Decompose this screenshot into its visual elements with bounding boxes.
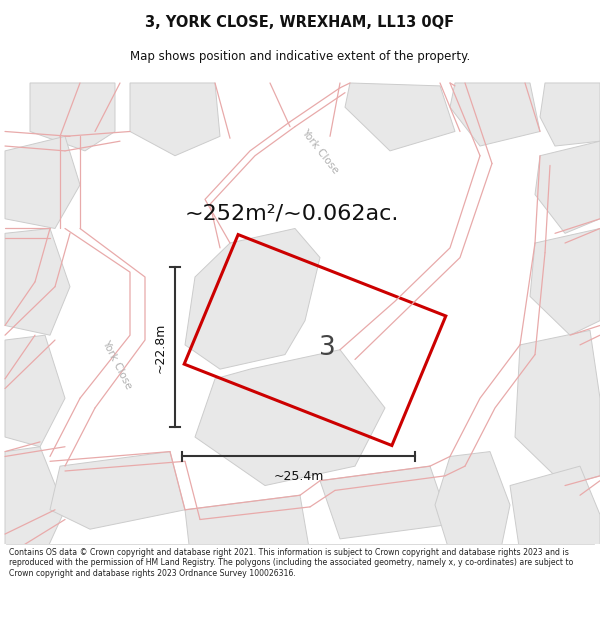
Polygon shape bbox=[195, 350, 385, 486]
Polygon shape bbox=[515, 331, 600, 486]
Polygon shape bbox=[185, 495, 310, 554]
Text: York Close: York Close bbox=[299, 127, 340, 175]
Polygon shape bbox=[185, 229, 320, 369]
Polygon shape bbox=[530, 229, 600, 335]
Polygon shape bbox=[5, 335, 65, 447]
Text: 3: 3 bbox=[319, 335, 335, 361]
Text: Contains OS data © Crown copyright and database right 2021. This information is : Contains OS data © Crown copyright and d… bbox=[9, 548, 573, 578]
Text: Map shows position and indicative extent of the property.: Map shows position and indicative extent… bbox=[130, 50, 470, 63]
Polygon shape bbox=[130, 83, 220, 156]
Polygon shape bbox=[435, 452, 510, 554]
Polygon shape bbox=[50, 452, 185, 529]
Text: ~25.4m: ~25.4m bbox=[274, 470, 323, 483]
Polygon shape bbox=[5, 136, 80, 229]
Text: ~252m²/~0.062ac.: ~252m²/~0.062ac. bbox=[185, 204, 400, 224]
Polygon shape bbox=[510, 466, 600, 554]
Text: York Close: York Close bbox=[100, 338, 134, 391]
Polygon shape bbox=[535, 141, 600, 233]
Polygon shape bbox=[450, 83, 540, 146]
Polygon shape bbox=[30, 83, 115, 151]
Polygon shape bbox=[5, 447, 65, 554]
Text: ~22.8m: ~22.8m bbox=[154, 322, 167, 372]
Text: 3, YORK CLOSE, WREXHAM, LL13 0QF: 3, YORK CLOSE, WREXHAM, LL13 0QF bbox=[145, 14, 455, 29]
Polygon shape bbox=[320, 466, 450, 539]
Polygon shape bbox=[540, 83, 600, 146]
Polygon shape bbox=[345, 83, 455, 151]
Polygon shape bbox=[5, 229, 70, 335]
